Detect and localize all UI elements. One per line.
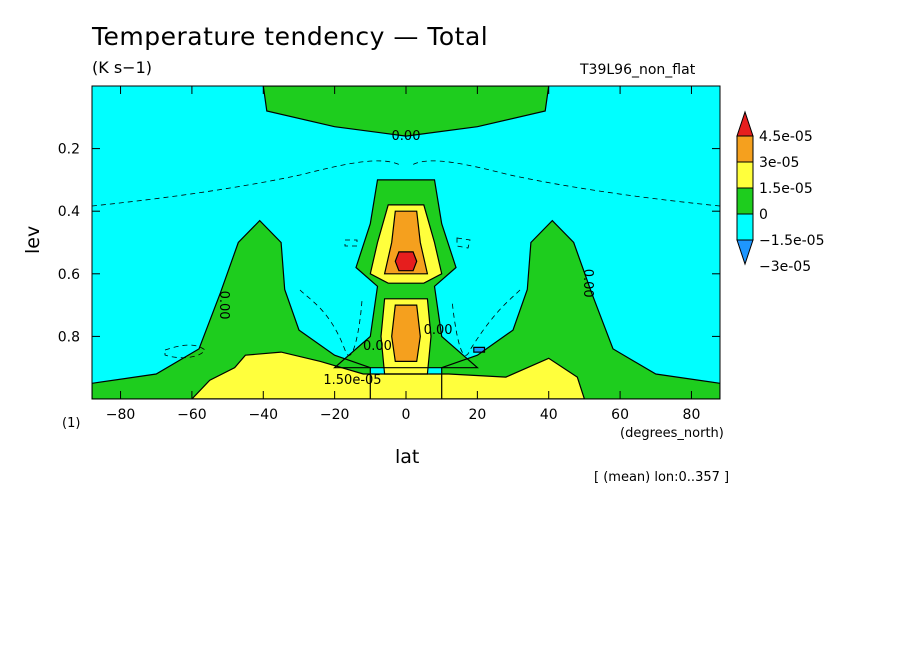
units-label: (K s−1) — [92, 58, 152, 77]
contour-line-upper-core — [369, 204, 443, 284]
colorbar-segment — [736, 161, 754, 189]
contour-region-right-lobe — [441, 220, 720, 399]
y-tick-label: 0.8 — [58, 329, 80, 345]
panel-number-label: (1) — [62, 416, 81, 431]
contour-line-surface-band — [191, 351, 586, 399]
experiment-label: T39L96_non_flat — [580, 62, 696, 78]
dashed-contour-upper-left — [92, 160, 401, 207]
dashed-contour-small-right — [456, 237, 471, 249]
dashed-contour-small-left — [344, 239, 358, 247]
contour-label: 0.00 — [363, 339, 392, 354]
x-axis-units: (degrees_north) — [620, 426, 724, 441]
contour-line-upper-core — [383, 210, 429, 275]
contour-label: 0.00 — [424, 323, 453, 338]
colorbar-label: 3e-05 — [759, 155, 799, 171]
colorbar-label: 0 — [759, 207, 768, 223]
contour-label: 0.00 — [392, 129, 421, 144]
dashed-contour-mid-right — [451, 289, 521, 356]
y-tick-label: 0.4 — [58, 204, 80, 220]
contour-line-central-column — [333, 179, 479, 369]
chart-title: Temperature tendency — Total — [92, 22, 489, 51]
contour-region-left-lobe — [92, 220, 371, 399]
contour-line-small-spot — [473, 346, 486, 353]
contour-line-upper-core — [394, 251, 418, 272]
x-axis-ticks: −80 −60 −40 −20 0 20 40 60 80 — [106, 86, 701, 423]
x-tick-label: −20 — [320, 407, 350, 423]
x-tick-label: −40 — [248, 407, 278, 423]
colorbar-segment — [736, 213, 754, 241]
colorbar-bottom-arrow — [736, 239, 754, 266]
y-tick-label: 0.6 — [58, 267, 80, 283]
x-tick-label: −80 — [106, 407, 136, 423]
contour-region-upper-cap — [263, 86, 549, 137]
colorbar-segment — [736, 135, 754, 163]
contour-labels: 0.00 0.00 0.00 0.00 0.00 1.50e-05 — [216, 129, 595, 388]
contour-line-lower-core — [391, 304, 421, 362]
contour-region-upper-core — [384, 211, 428, 274]
contour-region-small-spot — [473, 347, 485, 353]
dashed-contour-lower-left — [164, 344, 206, 359]
x-tick-label: 60 — [611, 407, 629, 423]
colorbar: 4.5e-05 3e-05 1.5e-05 0 −1.5e-05 −3e-05 — [736, 110, 824, 275]
contour-lines — [92, 86, 720, 399]
x-tick-label: 0 — [402, 407, 411, 423]
colorbar-label: 4.5e-05 — [759, 129, 813, 145]
colorbar-top-arrow — [736, 110, 754, 137]
x-tick-label: −60 — [177, 407, 207, 423]
contour-label: 1.50e-05 — [323, 373, 381, 388]
contour-label: 0.00 — [580, 269, 595, 298]
contour-line-upper-cap — [262, 86, 550, 137]
dashed-contour-mid-left — [299, 289, 363, 356]
contour-region-surface-band — [191, 352, 585, 399]
contour-region-lower-core — [391, 305, 421, 362]
x-tick-label: 20 — [468, 407, 486, 423]
contour-line-left-lobe — [92, 219, 371, 399]
x-axis-label: lat — [395, 446, 420, 468]
negative-contour-lines — [92, 160, 720, 359]
contour-label: 0.00 — [216, 291, 231, 320]
colorbar-segment — [736, 187, 754, 215]
x-tick-label: 80 — [683, 407, 701, 423]
y-tick-label: 0.2 — [58, 142, 80, 158]
x-tick-label: 40 — [540, 407, 558, 423]
averaging-caption: [ (mean) lon:0..357 ] — [594, 470, 730, 485]
colorbar-label: −1.5e-05 — [759, 233, 824, 249]
contour-region-upper-core — [395, 251, 417, 271]
colorbar-label: −3e-05 — [759, 259, 811, 275]
colorbar-label: 1.5e-05 — [759, 181, 813, 197]
y-axis-ticks: 0.2 0.4 0.6 0.8 — [58, 142, 720, 345]
contour-line-right-lobe — [441, 219, 720, 399]
filled-contour-regions — [92, 86, 720, 399]
